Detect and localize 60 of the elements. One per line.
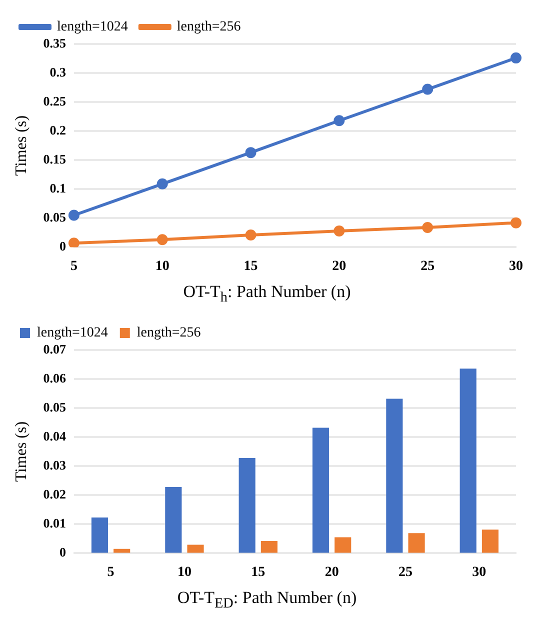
point [156, 178, 168, 190]
legend-label: length=1024 [37, 326, 108, 342]
point [510, 217, 522, 228]
bar [260, 541, 278, 554]
y-tick-label: 0.05 [43, 400, 66, 415]
bar [165, 487, 182, 554]
y-tick-label: 0.3 [50, 64, 66, 80]
y-tick-label: 0.35 [43, 35, 66, 50]
point [156, 234, 168, 246]
x-tick-label: 5 [70, 259, 78, 274]
bar [114, 549, 130, 554]
point [68, 210, 80, 221]
x-tick-label: 30 [472, 566, 486, 581]
point [334, 115, 345, 126]
x-tick-label: 15 [244, 259, 258, 274]
x-tick-label: 5 [107, 566, 114, 581]
point [422, 84, 434, 95]
point [245, 147, 256, 158]
bar [334, 538, 352, 554]
y-tick-label: 0 [59, 544, 66, 560]
bar [91, 518, 108, 554]
bar [187, 545, 204, 554]
y-tick-label: 0.06 [43, 370, 66, 386]
bar [386, 399, 403, 554]
y-tick-label: 0.03 [43, 458, 66, 473]
bar [482, 530, 498, 554]
y-tick-label: 0.07 [43, 342, 66, 357]
y-axis-title: Times (s) [12, 422, 30, 482]
y-tick-label: 0.04 [43, 428, 66, 444]
y-axis-title: Times (s) [12, 115, 30, 176]
point [334, 225, 345, 236]
x-tick-label: 20 [332, 259, 346, 274]
bar [408, 534, 425, 554]
legend-label: length=256 [136, 326, 201, 342]
y-tick-label: 0.01 [43, 516, 66, 531]
x-tick-label: 10 [155, 259, 170, 274]
point [245, 230, 256, 241]
legend-label: length=1024 [57, 20, 128, 35]
point [510, 52, 522, 64]
point [68, 238, 80, 248]
bar [460, 368, 476, 554]
x-tick-label: 15 [251, 566, 266, 581]
x-tick-label: 30 [509, 259, 523, 274]
x-tick-label: 25 [398, 566, 412, 581]
x-axis-title: OT-T$_{ED}$: Path Number (n) [176, 588, 358, 613]
x-tick-label: 10 [177, 566, 192, 581]
y-tick-label: 0.1 [50, 180, 66, 196]
y-tick-label: 0 [59, 238, 66, 254]
y-tick-label: 0.25 [43, 93, 66, 108]
y-tick-label: 0.15 [43, 151, 66, 166]
y-tick-label: 0.2 [50, 122, 66, 138]
x-tick-label: 20 [324, 566, 339, 581]
bar [312, 428, 330, 554]
x-tick-label: 25 [420, 259, 435, 274]
bar [238, 458, 256, 554]
y-tick-label: 0.05 [43, 210, 66, 225]
legend-label: length=256 [176, 20, 241, 35]
x-axis-title: OT-T$_{h}$: Path Number (n) [182, 282, 352, 306]
point [422, 222, 434, 233]
y-tick-label: 0.02 [43, 486, 66, 502]
